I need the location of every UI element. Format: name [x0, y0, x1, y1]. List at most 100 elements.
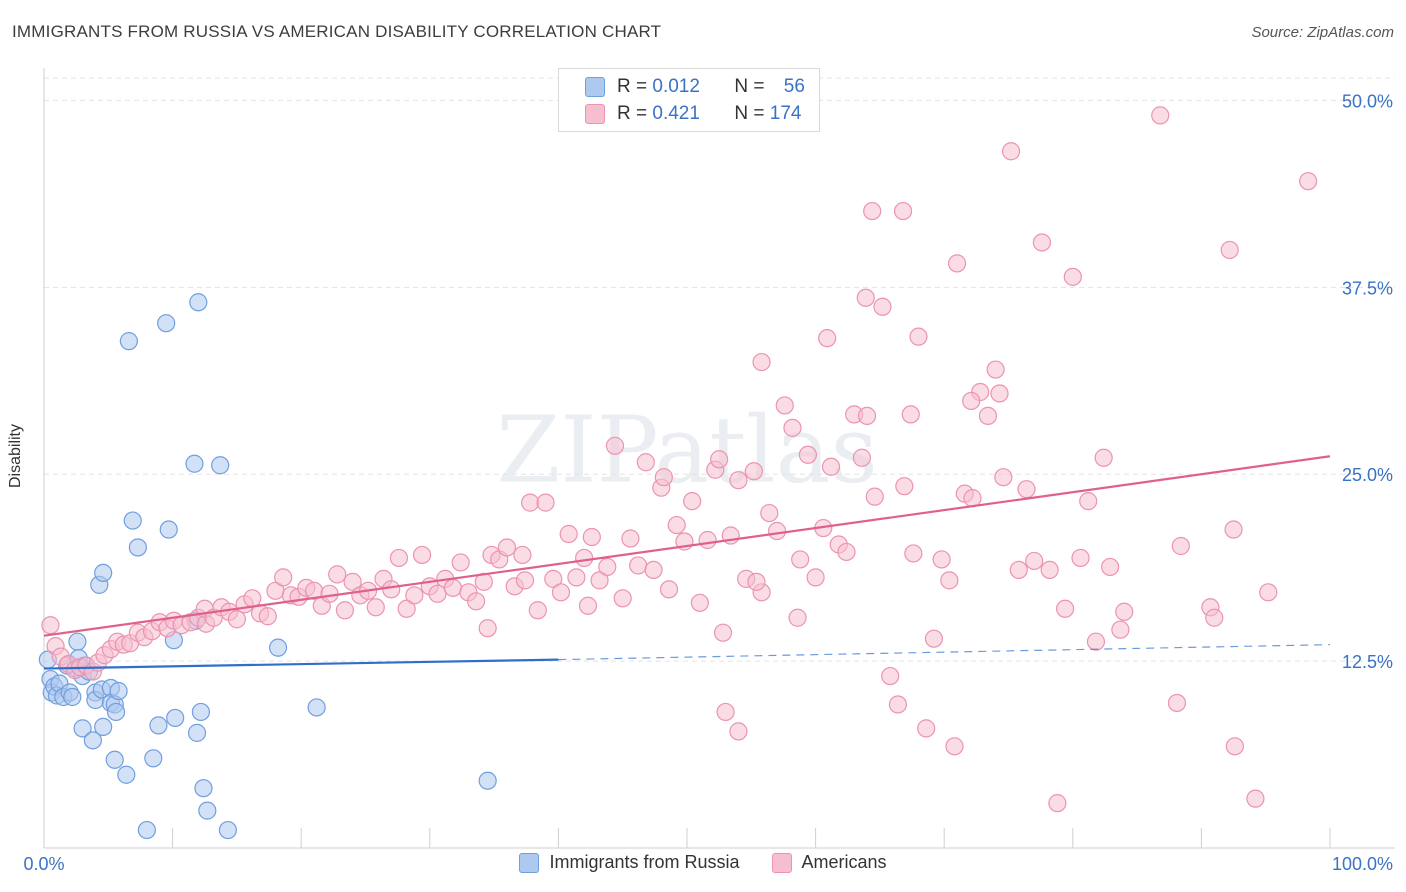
americans-point — [924, 629, 944, 648]
russia-point — [185, 454, 204, 473]
y-tick-label: 50.0% — [1342, 91, 1393, 111]
russia-point — [119, 332, 138, 351]
americans-point — [1040, 560, 1059, 580]
americans-point — [551, 583, 571, 602]
y-tick-label: 25.0% — [1342, 465, 1393, 485]
americans-point — [567, 568, 586, 587]
russia-point — [137, 820, 156, 840]
americans-point — [582, 527, 601, 547]
russia-point — [123, 511, 142, 530]
americans-point — [1086, 632, 1106, 651]
americans-point — [521, 493, 540, 512]
legend-swatch-pink — [585, 104, 605, 124]
americans-point — [389, 548, 409, 568]
americans-point — [497, 538, 517, 557]
americans-point — [343, 572, 362, 591]
russia-point — [144, 749, 163, 768]
americans-point — [478, 619, 497, 638]
americans-point — [629, 556, 648, 575]
americans-point — [654, 468, 673, 487]
americans-point — [466, 592, 486, 611]
americans-point — [644, 560, 663, 580]
americans-point — [397, 599, 416, 618]
americans-point — [590, 571, 609, 590]
americans-point — [690, 593, 709, 612]
americans-point — [963, 489, 982, 508]
americans-point — [909, 327, 928, 346]
americans-point — [716, 702, 735, 722]
bottom-legend-item-russia: Immigrants from Russia — [519, 852, 740, 873]
americans-point — [752, 352, 771, 372]
legend: R = 0.012 N = 56 R = 0.421 N = 174 — [558, 68, 820, 132]
russia-point — [128, 538, 147, 557]
americans-point — [791, 550, 810, 569]
legend-n-value: 174 — [769, 103, 802, 124]
americans-point — [713, 623, 733, 642]
russia-point — [94, 717, 113, 736]
americans-point — [243, 589, 262, 608]
americans-point — [818, 329, 837, 348]
americans-point — [405, 586, 424, 605]
americans-point — [1259, 583, 1278, 602]
russia-point — [106, 702, 126, 722]
americans-point — [788, 608, 807, 627]
russia-point — [94, 563, 113, 582]
x-tick-label: 0.0% — [23, 854, 64, 874]
russia-point — [191, 702, 210, 722]
americans-point — [873, 297, 892, 316]
americans-point — [258, 607, 277, 626]
americans-point — [729, 471, 748, 490]
russia-point — [117, 765, 136, 784]
americans-point — [1225, 737, 1244, 756]
americans-point — [328, 565, 347, 584]
legend-n-label: N = — [734, 103, 770, 124]
russia-point — [68, 632, 87, 651]
americans-point — [605, 436, 625, 455]
americans-point — [613, 589, 632, 608]
bottom-legend-label: Immigrants from Russia — [549, 852, 740, 872]
americans-point — [760, 503, 779, 523]
russia-point — [83, 731, 102, 750]
americans-point — [451, 553, 470, 572]
americans-point — [895, 477, 914, 496]
legend-r-label: R = — [617, 103, 653, 124]
legend-swatch-blue — [585, 77, 605, 97]
bottom-legend-label: Americans — [801, 852, 887, 872]
russia-point — [149, 716, 168, 735]
americans-point — [1025, 551, 1044, 571]
legend-n-label: N = — [734, 76, 770, 97]
americans-point — [659, 580, 679, 599]
legend-row-americans: R = 0.421 N = 174 — [585, 102, 801, 126]
bottom-legend: Immigrants from Russia Americans — [0, 852, 1406, 873]
americans-point — [578, 596, 598, 615]
legend-row-russia: R = 0.012 N = 56 — [585, 75, 805, 99]
americans-point — [852, 448, 871, 467]
americans-point — [917, 719, 936, 738]
americans-point — [636, 453, 655, 472]
americans-point — [667, 515, 686, 535]
americans-point — [412, 545, 432, 565]
americans-point — [945, 737, 964, 756]
americans-point — [227, 610, 246, 629]
russia-point — [211, 456, 230, 475]
legend-r-label: R = — [617, 76, 653, 97]
americans-point — [698, 530, 717, 550]
americans-point — [1055, 599, 1075, 618]
americans-point — [559, 524, 578, 544]
americans-point — [41, 616, 60, 635]
legend-r-value: 0.421 — [652, 103, 700, 124]
americans-point — [575, 548, 594, 568]
americans-point — [366, 598, 385, 617]
russia-point — [268, 638, 288, 657]
americans-point — [990, 384, 1009, 403]
russia-point — [189, 293, 208, 312]
americans-point — [528, 601, 547, 620]
russia-point — [63, 687, 82, 707]
americans-point — [274, 568, 293, 587]
americans-point — [798, 445, 817, 464]
americans-point — [513, 545, 532, 565]
americans-point — [783, 418, 802, 437]
americans-point — [621, 529, 640, 548]
russia-point — [478, 771, 497, 790]
americans-point — [1009, 560, 1028, 580]
